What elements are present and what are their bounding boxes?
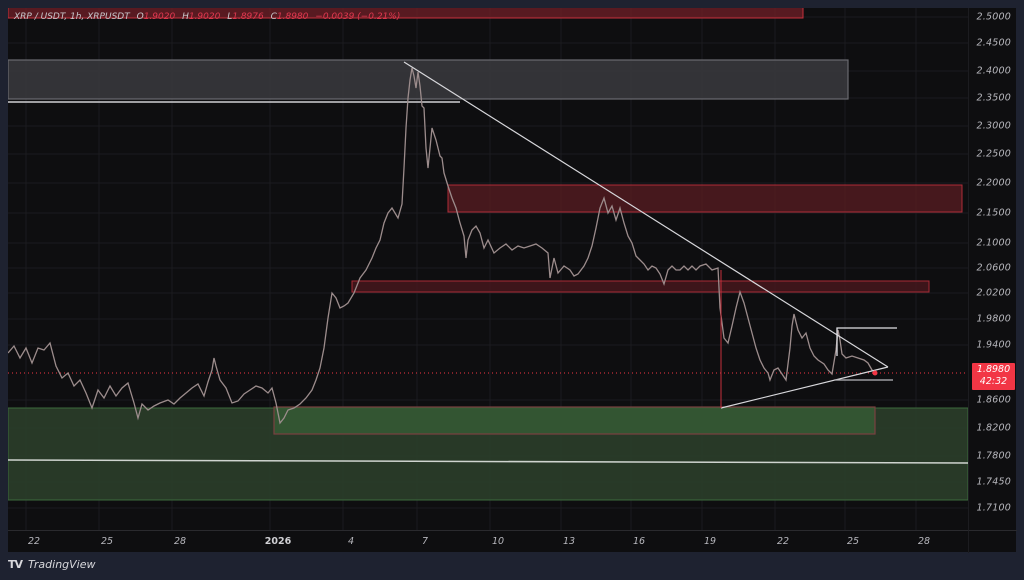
candle-countdown: 42:32	[979, 376, 1008, 387]
price-tick: 2.5000	[976, 11, 1011, 23]
time-tick: 7	[421, 536, 429, 547]
price-tick: 1.7450	[976, 476, 1011, 488]
last-price-dot	[872, 370, 878, 376]
last-price-value: 1.8980	[976, 364, 1011, 375]
price-tick: 1.7800	[976, 450, 1011, 462]
price-tick: 2.4000	[976, 65, 1011, 77]
gray-resistance-zone	[8, 59, 849, 100]
time-tick: 28	[173, 536, 187, 547]
ohlc-legend: XRP / USDT, 1h, XRPUSDT O1.9020 H1.9020 …	[14, 12, 401, 22]
price-tick: 1.9400	[976, 339, 1011, 351]
price-tick: 2.4500	[976, 37, 1011, 49]
low-value: 1.8976	[232, 12, 264, 22]
range-high-bracket	[836, 327, 897, 356]
price-tick: 2.1000	[976, 237, 1011, 249]
price-chart-plot[interactable]	[8, 8, 968, 530]
support-line	[8, 459, 968, 464]
axis-settings-corner[interactable]	[968, 530, 1017, 553]
price-tick: 2.0200	[976, 287, 1011, 299]
high-value: 1.9020	[188, 12, 221, 22]
last-price-label: 1.8980 42:32	[972, 363, 1015, 390]
time-tick: 16	[632, 536, 646, 547]
time-tick: 25	[846, 536, 860, 547]
supply-zone-2-15	[447, 184, 963, 213]
price-tick: 2.3500	[976, 92, 1011, 104]
price-tick: 1.9800	[976, 313, 1011, 325]
tradingview-brand[interactable]: TV TradingView	[8, 558, 96, 571]
time-tick: 10	[491, 536, 505, 547]
price-tick: 1.8200	[976, 422, 1011, 434]
open-value: 1.9020	[143, 12, 176, 22]
supply-zone-2-02	[351, 280, 930, 293]
time-tick: 13	[562, 536, 576, 547]
tradingview-logo-icon: TV	[8, 558, 23, 571]
chart-frame: XRP / USDT, 1h, XRPUSDT O1.9020 H1.9020 …	[8, 8, 1017, 553]
time-axis[interactable]: 22 25 28 2026 4 7 10 13 16 19 22 25 28	[8, 530, 968, 553]
brand-name: TradingView	[28, 558, 96, 571]
demand-zone-inner	[273, 406, 876, 435]
close-value: 1.8980	[276, 12, 309, 22]
time-tick: 2026	[264, 536, 292, 547]
time-tick: 28	[917, 536, 931, 547]
descending-trendline	[403, 61, 889, 368]
price-tick: 1.8600	[976, 394, 1011, 406]
time-tick: 22	[27, 536, 41, 547]
price-tick: 2.1500	[976, 207, 1011, 219]
time-tick: 22	[776, 536, 790, 547]
ascending-trendline	[720, 366, 889, 409]
change-value: −0.0039 (−0.21%)	[315, 12, 401, 22]
time-tick: 19	[703, 536, 717, 547]
price-tick: 1.7100	[976, 502, 1011, 514]
time-tick: 4	[347, 536, 355, 547]
price-axis[interactable]: 2.5000 2.4500 2.4000 2.3500 2.3000 2.2500 2.20…	[968, 8, 1017, 530]
time-tick: 25	[100, 536, 114, 547]
price-tick: 2.2000	[976, 177, 1011, 189]
supply-zone-top	[8, 8, 804, 19]
price-tick: 2.2500	[976, 148, 1011, 160]
price-tick: 2.0600	[976, 262, 1011, 274]
symbol-label[interactable]: XRP / USDT, 1h, XRPUSDT	[14, 12, 130, 22]
price-tick: 2.3000	[976, 120, 1011, 132]
price-series	[8, 67, 877, 425]
